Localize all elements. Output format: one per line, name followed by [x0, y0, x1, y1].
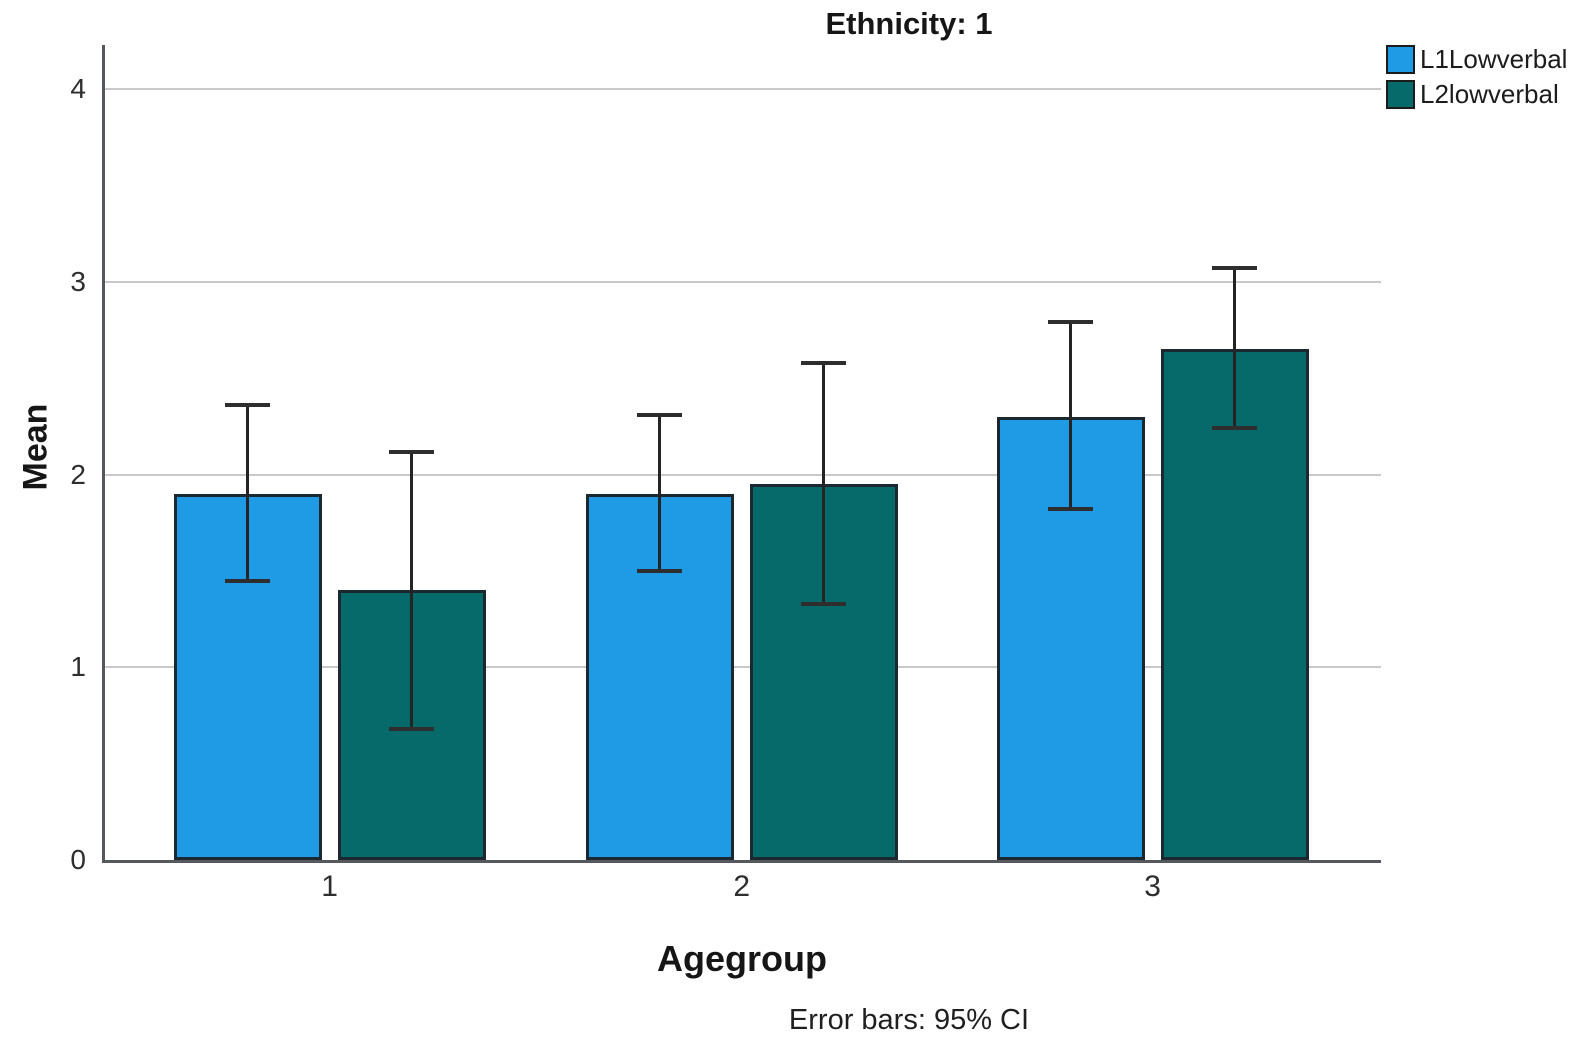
- error-bar-line: [1233, 268, 1237, 429]
- x-axis-tick-label: 1: [321, 870, 338, 903]
- error-bar-line: [410, 451, 414, 729]
- legend-item: L1Lowverbal: [1386, 44, 1567, 75]
- error-bar-cap-bottom: [1048, 507, 1094, 512]
- legend-color-swatch: [1386, 45, 1415, 74]
- gridline: [105, 666, 1381, 669]
- error-bar-cap-bottom: [225, 578, 271, 583]
- legend-item-label: L1Lowverbal: [1420, 44, 1568, 74]
- legend-color-swatch: [1386, 80, 1415, 109]
- error-bar-line: [1069, 322, 1073, 510]
- error-bar-cap-top: [801, 360, 847, 365]
- plot-area: [102, 45, 1381, 863]
- legend-item: L2lowverbal: [1386, 79, 1567, 110]
- x-axis-label: Agegroup: [657, 938, 827, 979]
- error-bar-line: [246, 405, 250, 581]
- bar-l2lowverbal-group3: [1160, 349, 1309, 860]
- chart-title: Ethnicity: 1: [825, 6, 993, 41]
- error-bar-line: [822, 362, 826, 604]
- error-bar-line: [658, 414, 662, 571]
- y-axis-tick-label: 2: [70, 458, 86, 490]
- error-bar-cap-top: [1212, 266, 1258, 271]
- x-axis-tick-label: 3: [1144, 870, 1161, 903]
- error-bar-cap-bottom: [1212, 426, 1258, 431]
- y-axis-tick-label: 0: [70, 844, 86, 875]
- gridline: [105, 473, 1381, 476]
- bar-l2lowverbal-group2: [749, 484, 898, 860]
- gridline: [105, 88, 1381, 91]
- x-axis-tick-label: 2: [733, 870, 751, 903]
- y-axis-tick-label: 3: [70, 265, 86, 297]
- y-axis-tick-label: 1: [70, 651, 86, 683]
- legend-item-label: L2lowverbal: [1420, 79, 1559, 109]
- legend: L1Lowverbal L2lowverbal: [1386, 44, 1567, 114]
- error-bar-cap-bottom: [389, 726, 435, 731]
- error-bar-cap-bottom: [637, 568, 683, 573]
- gridline: [105, 280, 1381, 283]
- error-bar-cap-top: [389, 449, 435, 454]
- error-bar-cap-top: [225, 403, 271, 408]
- y-axis-tick-label: 4: [70, 73, 86, 105]
- error-bars-footnote: Error bars: 95% CI: [788, 1004, 1030, 1036]
- error-bar-cap-top: [637, 412, 683, 417]
- error-bar-cap-bottom: [801, 601, 847, 606]
- error-bar-cap-top: [1048, 320, 1094, 325]
